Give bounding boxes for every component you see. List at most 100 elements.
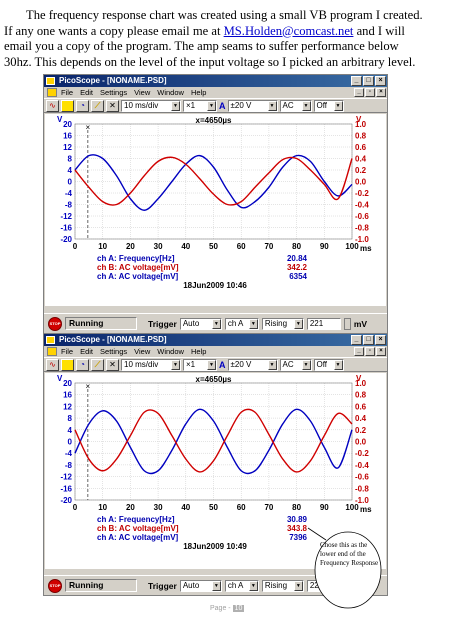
menu-item[interactable]: Edit — [80, 88, 94, 97]
picoscope-window-1: PicoScope - [NONAME.PSD] _ □ × File Edit S… — [43, 74, 388, 334]
cross-tool-icon[interactable]: ✕ — [106, 99, 119, 112]
trigger-mode-select[interactable]: Auto ▼ — [179, 579, 222, 592]
doc-restore-button[interactable]: ▫ — [365, 347, 375, 356]
trigger-mode-select[interactable]: Auto ▼ — [179, 317, 222, 330]
x-tick-label: 80 — [292, 503, 301, 512]
stop-button[interactable]: STOP — [48, 578, 62, 593]
stop-button[interactable]: STOP — [48, 316, 62, 331]
scope-display: 20 16 12 8 4 0 -4 -8 -12 -16 -20 1.0 0.8 0.6 0.4 0.2 0.0… — [45, 373, 386, 569]
email-link[interactable]: MS.Holden@comcast.net — [223, 23, 354, 38]
x-tick-label: 60 — [237, 503, 246, 512]
reading-value: 20.84 — [287, 254, 308, 263]
folder-tool-icon[interactable] — [61, 99, 74, 112]
x-tick-label: 0 — [73, 242, 78, 251]
menu-item[interactable]: Window — [157, 347, 184, 356]
stop-tool-icon[interactable]: ∿ — [46, 358, 59, 371]
coupling-select[interactable]: AC ▼ — [279, 99, 312, 112]
y-right-axis-label: V — [356, 115, 362, 124]
menu-item[interactable]: File — [61, 347, 74, 356]
y-left-tick-label: -12 — [60, 212, 72, 221]
menu-bar: File Edit Settings View Window Help _ ▫ × — [44, 346, 387, 357]
reading-label: ch B: AC voltage[mV] — [97, 263, 179, 272]
reading-value: 343.8 — [287, 524, 308, 533]
menu-item[interactable]: Help — [190, 88, 207, 97]
trigger-level-input[interactable]: 221 — [306, 317, 341, 330]
cross-tool-icon[interactable]: ✕ — [106, 358, 119, 371]
x-tick-label: 70 — [264, 503, 273, 512]
y-right-tick-label: -1.0 — [355, 235, 369, 244]
trigger-channel-select[interactable]: ch A ▼ — [224, 579, 259, 592]
doc-close-button[interactable]: × — [376, 88, 386, 97]
menu-item[interactable]: File — [61, 88, 74, 97]
doc-close-button[interactable]: × — [376, 347, 386, 356]
trigger-edge-select[interactable]: Rising ▼ — [261, 579, 304, 592]
menu-item[interactable]: Help — [190, 347, 207, 356]
x-tick-label: 90 — [320, 242, 329, 251]
intro-line-4: 30hz. This depends on the level of the i… — [4, 54, 416, 69]
gauge-tool-icon[interactable]: ◔ — [76, 99, 89, 112]
range-select[interactable]: ±20 V ▼ — [227, 358, 278, 371]
y-left-tick-label: 0 — [68, 178, 73, 187]
maximize-button[interactable]: □ — [363, 76, 374, 86]
multiplier-select[interactable]: ×1 ▼ — [183, 99, 217, 112]
page-footer: Page - 10 — [210, 605, 245, 612]
y-right-tick-label: -0.6 — [355, 473, 369, 482]
trigger-channel-select[interactable]: ch A ▼ — [224, 317, 259, 330]
timebase-select[interactable]: 10 ms/div ▼ — [121, 99, 181, 112]
timebase-select[interactable]: 10 ms/div ▼ — [121, 358, 181, 371]
app-icon — [46, 336, 55, 344]
y-left-tick-label: 16 — [63, 132, 72, 141]
channel-label: A — [219, 359, 226, 370]
maximize-button[interactable]: □ — [363, 335, 374, 345]
menu-item[interactable]: Edit — [80, 347, 94, 356]
menu-item[interactable]: View — [134, 347, 151, 356]
menu-item[interactable]: Settings — [100, 88, 128, 97]
multiplier-select[interactable]: ×1 ▼ — [183, 358, 217, 371]
y-left-tick-label: 12 — [63, 143, 72, 152]
chart-tool-icon[interactable]: ⟋ — [91, 99, 104, 112]
doc-minimize-button[interactable]: _ — [354, 347, 364, 356]
stop-tool-icon[interactable]: ∿ — [46, 99, 59, 112]
x-tick-label: 70 — [264, 242, 273, 251]
plot-frame — [74, 382, 353, 501]
y-right-tick-label: -0.2 — [355, 189, 369, 198]
range-select[interactable]: ±20 V ▼ — [227, 99, 278, 112]
y-right-tick-label: -1.0 — [355, 496, 369, 505]
y-left-tick-label: 4 — [68, 426, 73, 435]
close-button[interactable]: × — [375, 76, 386, 86]
y-right-tick-label: 0.2 — [355, 426, 367, 435]
trigger-level-spinner[interactable] — [343, 317, 351, 330]
x-tick-label: 50 — [209, 503, 218, 512]
y-right-tick-label: 0.0 — [355, 438, 367, 447]
menu-item[interactable]: View — [134, 88, 151, 97]
y-right-tick-label: -0.4 — [355, 201, 369, 210]
trigger-unit: mV — [353, 318, 368, 329]
coupling-select[interactable]: AC ▼ — [279, 358, 312, 371]
y-right-tick-label: 1.0 — [355, 379, 367, 388]
y-right-tick-label: -0.4 — [355, 461, 369, 470]
plot-frame — [74, 123, 353, 240]
x-tick-label: 40 — [181, 503, 190, 512]
toolbar: ∿ ◔ ⟋ ✕ 10 ms/div ▼ ×1 ▼ A ±20 V ▼ AC ▼ Off ▼ — [44, 357, 387, 372]
intro-line-3: email you a copy of the program. The amp… — [4, 39, 399, 54]
y-left-tick-label: 16 — [63, 391, 72, 400]
close-button[interactable]: × — [375, 335, 386, 345]
y-right-tick-label: -0.8 — [355, 484, 369, 493]
gauge-tool-icon[interactable]: ◔ — [76, 358, 89, 371]
menu-item[interactable]: Settings — [100, 347, 128, 356]
reading-value: 342.2 — [287, 263, 308, 272]
channel-b-trace — [74, 156, 353, 206]
doc-minimize-button[interactable]: _ — [354, 88, 364, 97]
doc-restore-button[interactable]: ▫ — [365, 88, 375, 97]
offset-select[interactable]: Off ▼ — [313, 358, 344, 371]
minimize-button[interactable]: _ — [351, 76, 362, 86]
menu-item[interactable]: Window — [157, 88, 184, 97]
chart-tool-icon[interactable]: ⟋ — [91, 358, 104, 371]
trigger-edge-select[interactable]: Rising ▼ — [261, 317, 304, 330]
minimize-button[interactable]: _ — [351, 335, 362, 345]
y-left-tick-label: -16 — [60, 484, 72, 493]
folder-tool-icon[interactable] — [61, 358, 74, 371]
document-icon — [47, 88, 57, 97]
offset-select[interactable]: Off ▼ — [313, 99, 344, 112]
x-tick-label: 90 — [320, 503, 329, 512]
